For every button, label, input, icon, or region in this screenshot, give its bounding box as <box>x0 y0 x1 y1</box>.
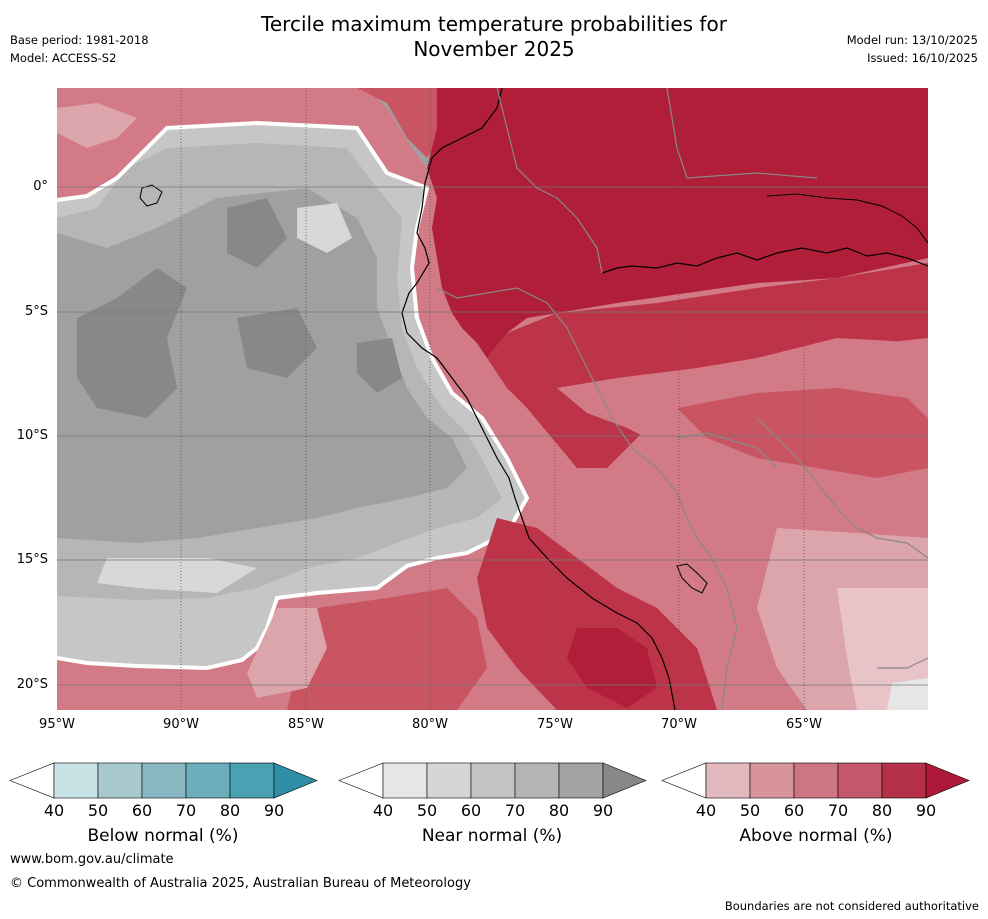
colorbar-above-low-end <box>661 762 707 799</box>
colorbar-below-seg-3 <box>141 762 187 799</box>
colorbar-near-seg-5 <box>558 762 604 799</box>
above-tick-70: 70 <box>827 801 849 820</box>
land-above-40-south <box>837 588 928 710</box>
model-name: Model: ACCESS-S2 <box>10 51 117 65</box>
probability-map <box>57 88 928 710</box>
copyright-text: © Commonwealth of Australia 2025, Austra… <box>10 876 471 891</box>
land-above-70 <box>677 388 928 478</box>
above-tick-50: 50 <box>739 801 761 820</box>
below-normal-label: Below normal (%) <box>87 826 239 846</box>
colorbar-near <box>338 762 647 799</box>
near-tick-60: 60 <box>460 801 482 820</box>
lat-label-5s: 5°S <box>24 304 48 319</box>
lon-label-80w: 80°W <box>412 717 448 732</box>
title-line-2: November 2025 <box>413 37 575 61</box>
colorbar-below-high-end <box>273 762 318 799</box>
coast-above-90 <box>567 628 657 708</box>
colorbar-near-high-end <box>602 762 647 799</box>
ocean-near-50-patch <box>297 203 352 253</box>
colorbar-above-seg-1 <box>705 762 751 799</box>
above-tick-80: 80 <box>871 801 893 820</box>
amazon-river-north <box>766 193 928 244</box>
lat-label-20s: 20°S <box>16 677 48 692</box>
near-tick-40: 40 <box>372 801 394 820</box>
model-run: Model run: 13/10/2025 <box>846 33 978 47</box>
colorbars <box>9 762 970 799</box>
title-line-1: Tercile maximum temperature probabilitie… <box>261 12 727 36</box>
near-patch-south <box>887 678 928 710</box>
disclaimer-text: Boundaries are not considered authoritat… <box>724 899 979 913</box>
ocean-near-90-b <box>227 198 287 268</box>
above-tick-90: 90 <box>915 801 937 820</box>
colorbar-near-low-end <box>338 762 384 799</box>
colorbar-below-seg-1 <box>53 762 99 799</box>
lon-label-75w: 75°W <box>537 717 573 732</box>
lon-label-85w: 85°W <box>288 717 324 732</box>
land-above-90 <box>427 88 928 358</box>
colorbar-near-seg-1 <box>382 762 428 799</box>
lon-label-70w: 70°W <box>661 717 697 732</box>
below-tick-60: 60 <box>131 801 153 820</box>
amazon-river <box>601 247 928 274</box>
lat-label-10s: 10°S <box>16 428 48 443</box>
colorbar-above-seg-4 <box>837 762 883 799</box>
above-normal-label: Above normal (%) <box>739 826 893 846</box>
issued-date: Issued: 16/10/2025 <box>867 51 978 65</box>
below-tick-50: 50 <box>87 801 109 820</box>
lake-titicaca <box>676 563 708 594</box>
above-tick-60: 60 <box>783 801 805 820</box>
near-tick-50: 50 <box>416 801 438 820</box>
near-tick-70: 70 <box>504 801 526 820</box>
tercile-boundary <box>57 120 530 671</box>
lon-label-65w: 65°W <box>786 717 822 732</box>
ocean-near-50-patch-2 <box>97 558 257 593</box>
ocean-above-50-sw <box>247 608 327 698</box>
above-tick-40: 40 <box>695 801 717 820</box>
ocean-near-90-d <box>237 308 317 378</box>
colorbar-below-seg-2 <box>97 762 143 799</box>
below-tick-70: 70 <box>175 801 197 820</box>
colorbar-above-seg-2 <box>749 762 795 799</box>
base-period: Base period: 1981-2018 <box>10 33 149 47</box>
lon-label-95w: 95°W <box>39 717 75 732</box>
near-tick-90: 90 <box>592 801 614 820</box>
below-tick-90: 90 <box>263 801 285 820</box>
colorbar-below-seg-5 <box>229 762 275 799</box>
south-america-coastline <box>401 88 676 710</box>
colorbar-above-high-end <box>925 762 970 799</box>
colorbar-near-seg-2 <box>426 762 472 799</box>
below-tick-80: 80 <box>219 801 241 820</box>
colorbar-below-low-end <box>9 762 55 799</box>
lat-label-0: 0° <box>33 179 48 194</box>
country-borders <box>436 88 928 710</box>
near-normal-label: Near normal (%) <box>421 826 563 846</box>
website-link[interactable]: www.bom.gov.au/climate <box>10 852 174 867</box>
colorbar-above-seg-3 <box>793 762 839 799</box>
ocean-above-70-sw <box>287 588 487 710</box>
colorbar-near-seg-4 <box>514 762 560 799</box>
meta-right: Model run: 13/10/2025 Issued: 16/10/2025 <box>847 31 978 67</box>
near-tick-80: 80 <box>548 801 570 820</box>
colorbar-above <box>661 762 970 799</box>
coast-above-80 <box>477 518 717 710</box>
ocean-near-90-a <box>77 268 187 418</box>
north-band-above-50 <box>57 103 137 148</box>
chart-title: Tercile maximum temperature probabilitie… <box>194 12 794 62</box>
ocean-near-90-c <box>357 338 402 393</box>
lon-label-90w: 90°W <box>163 717 199 732</box>
colorbar-near-seg-3 <box>470 762 516 799</box>
meta-left: Base period: 1981-2018 Model: ACCESS-S2 <box>10 31 149 67</box>
colorbar-below <box>9 762 318 799</box>
colorbar-above-seg-5 <box>881 762 927 799</box>
galapagos-islands <box>139 184 163 207</box>
lat-label-15s: 15°S <box>16 552 48 567</box>
below-tick-40: 40 <box>43 801 65 820</box>
colorbar-below-seg-4 <box>185 762 231 799</box>
